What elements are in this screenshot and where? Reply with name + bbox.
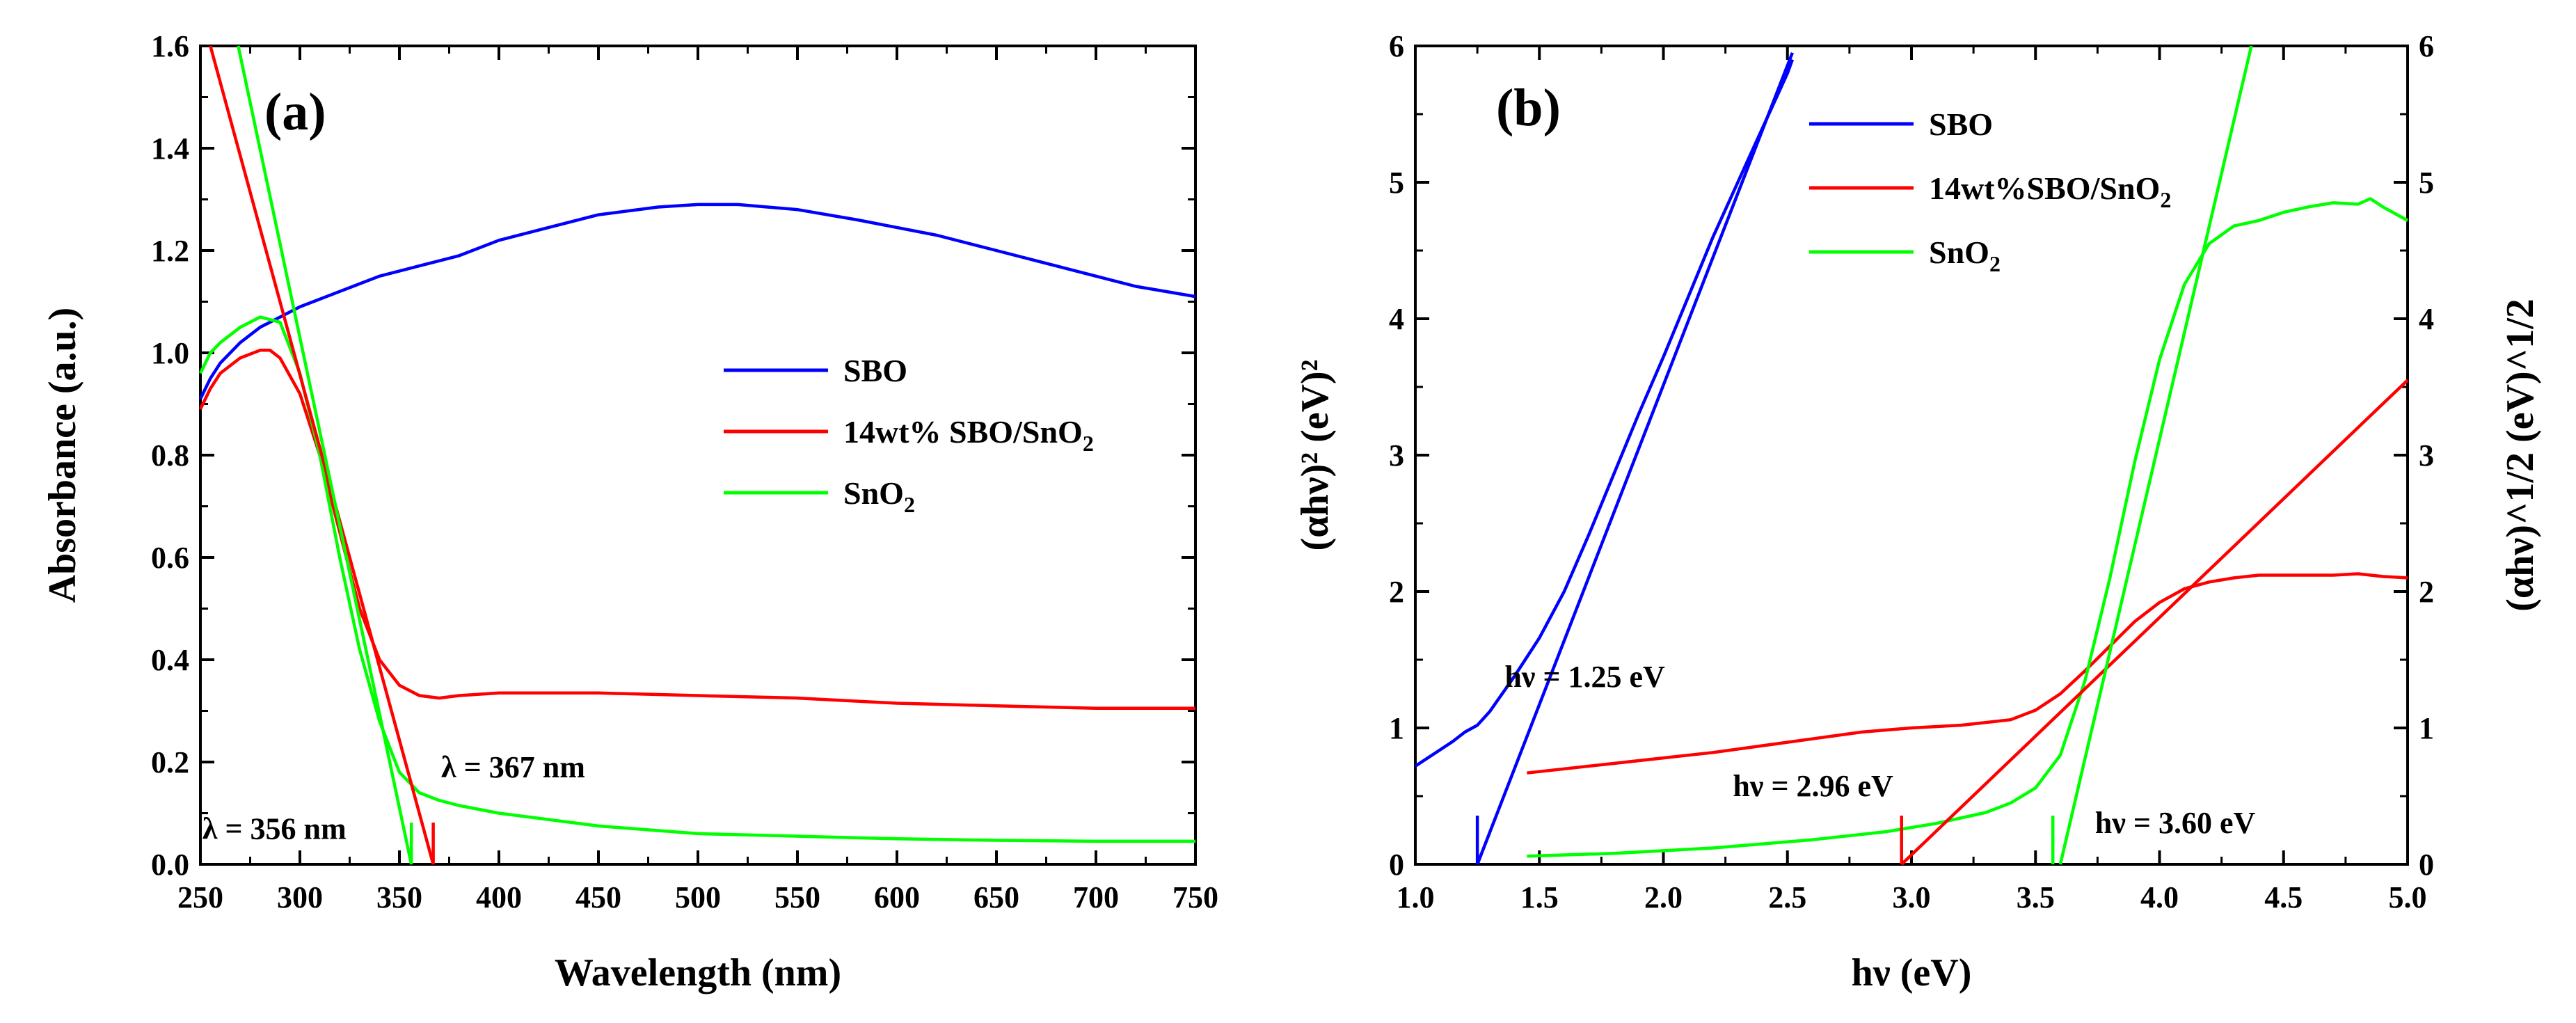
panel-b-x-tick-label: 3.0: [1893, 880, 1931, 914]
panel-b-annotation-3.60: hν = 3.60 eV: [2095, 806, 2256, 840]
panel-b-x-tick-label: 4.0: [2140, 880, 2179, 914]
panel-a-series-sno2: [198, 315, 1195, 843]
panel-b-y2-tick-label: 4: [2419, 302, 2434, 336]
panel-a-x-tick-label: 300: [277, 880, 323, 914]
panel-a-y-tick-label: 0.2: [151, 745, 189, 779]
panel-a-x-tick-label: 550: [774, 880, 820, 914]
panel-a-y-tick-label: 0.4: [151, 643, 189, 677]
panel-b-series-sno2: [1527, 197, 2409, 858]
panel-b-y-tick-label: 5: [1389, 166, 1404, 200]
panel-a-y-tick-label: 1.4: [151, 132, 189, 166]
panel-b-y2-tick-label: 5: [2419, 166, 2434, 200]
panel-a-x-tick-label: 450: [575, 880, 621, 914]
panel-b-y2-tick-label: 1: [2419, 711, 2434, 745]
panel-a-y-tick-label: 0.8: [151, 438, 189, 473]
panel-a-plot-frame: [199, 45, 1197, 866]
legend-label-sbo: SBO: [843, 353, 907, 388]
panel-a-y-tick-label: 1.0: [151, 336, 189, 370]
panel-b-y-tick-label: 0: [1389, 848, 1404, 882]
legend-label-sno2: SnO2: [843, 475, 915, 517]
panel-a-series-14wt-sbo-sno2: [198, 349, 1195, 711]
panel-a-y-tick-label: 1.6: [151, 29, 189, 63]
panel-a-x-tick-label: 400: [476, 880, 522, 914]
panel-b-x-tick-label: 1.0: [1397, 880, 1435, 914]
legend-label-14wt-sbo-sno2: 14wt%SBO/SnO2: [1929, 170, 2171, 212]
panel-a-x-tick-label: 500: [675, 880, 721, 914]
panel-b-y-tick-label: 4: [1389, 302, 1404, 336]
legend-label-14wt-sbo-sno2: 14wt% SBO/SnO2: [843, 414, 1094, 456]
panel-a-y-tick-label: 0.0: [151, 848, 189, 882]
panel-a-tangent-14wt-sbo-sno2: [209, 45, 435, 865]
panel-b-label: (b): [1496, 79, 1561, 137]
panel-b-y-tick-label: 1: [1389, 711, 1404, 745]
panel-b-x-tick-label: 1.5: [1520, 880, 1559, 914]
panel-b-tangent-sno2: [2058, 45, 2253, 865]
panel-a-x-tick-label: 750: [1172, 880, 1218, 914]
panel-b-y2-axis-title: (αhν)^1/2 (eV)^1/2: [2499, 299, 2542, 612]
panel-b-plot-frame: [1414, 45, 2409, 866]
panel-a-y-tick-label: 0.6: [151, 541, 189, 575]
legend-label-sno2: SnO2: [1929, 235, 2001, 276]
panel-b-y-tick-label: 3: [1389, 438, 1404, 473]
panel-a-tangent-sno2: [237, 45, 413, 865]
panel-b-tangent-14wt-sbo-sno2: [1900, 379, 2409, 866]
panel-b-tangent-sbo: [1476, 51, 1794, 865]
panel-a-x-tick-label: 650: [973, 880, 1019, 914]
panel-b-tauc-chart: 1.0 1.5 2.0 2.5 3.0 3.5 4.0 4.5 5.00 01 12 23 34 45 56…: [1294, 29, 2542, 994]
panel-a-annotation-367: λ = 367 nm: [441, 750, 585, 784]
panel-a-series-sbo: [198, 203, 1196, 400]
panel-a-x-tick-label: 600: [874, 880, 920, 914]
panel-b-x-tick-label: 2.5: [1768, 880, 1806, 914]
panel-a-y-tick-label: 1.2: [151, 234, 189, 268]
panel-b-legend: SBO 14wt%SBO/SnO2 SnO2: [1809, 106, 2171, 276]
panel-b-y-tick-label: 2: [1389, 575, 1404, 609]
panel-b-y2-tick-label: 3: [2419, 438, 2434, 473]
panel-a-absorbance-chart: 250 300 350 400 450 500 550 600 650 700 750 0.0 0.2 0…: [41, 29, 1218, 994]
panel-b-x-tick-label: 4.5: [2264, 880, 2303, 914]
panel-b-x-tick-label: 3.5: [2017, 880, 2055, 914]
panel-b-y2-tick-label: 2: [2419, 575, 2434, 609]
panel-b-y2-tick-label: 6: [2419, 29, 2434, 63]
panel-a-x-axis-title: Wavelength (nm): [555, 951, 841, 994]
panel-a-x-tick-label: 250: [177, 880, 223, 914]
panel-b-annotation-1.25: hν = 1.25 eV: [1504, 660, 1665, 694]
panel-a-y-axis-title: Absorbance (a.u.): [41, 308, 84, 603]
panel-a-x-tick-label: 700: [1073, 880, 1119, 914]
panel-b-y2-tick-label: 0: [2419, 848, 2434, 882]
panel-b-y-tick-label: 6: [1389, 29, 1404, 63]
panel-a-x-tick-label: 350: [376, 880, 422, 914]
legend-label-sbo: SBO: [1929, 106, 1993, 142]
panel-b-x-axis-title: hν (eV): [1852, 951, 1972, 994]
panel-b-x-tick-label: 5.0: [2389, 880, 2427, 914]
panel-b-x-tick-label: 2.0: [1644, 880, 1683, 914]
panel-a-legend: SBO 14wt% SBO/SnO2 SnO2: [724, 353, 1094, 517]
panel-b-y-axis-title: (αhν)² (eV)²: [1294, 360, 1337, 551]
panel-b-series-14wt-sbo-sno2: [1527, 572, 2408, 775]
panel-b-annotation-2.96: hν = 2.96 eV: [1733, 769, 1893, 803]
panel-a-annotation-356: λ = 356 nm: [202, 811, 347, 846]
panel-a-label: (a): [264, 83, 326, 141]
panel-b-series-sbo: [1414, 58, 1795, 768]
